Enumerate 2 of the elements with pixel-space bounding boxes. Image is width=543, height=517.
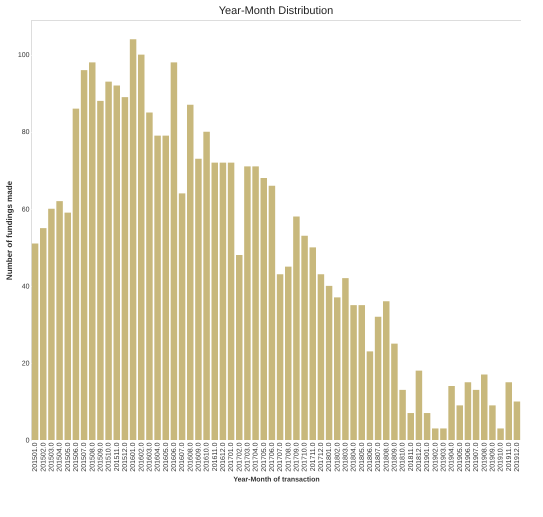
chart-title: Year-Month Distribution bbox=[218, 5, 334, 17]
y-axis-title: Number of fundings made bbox=[4, 180, 14, 280]
